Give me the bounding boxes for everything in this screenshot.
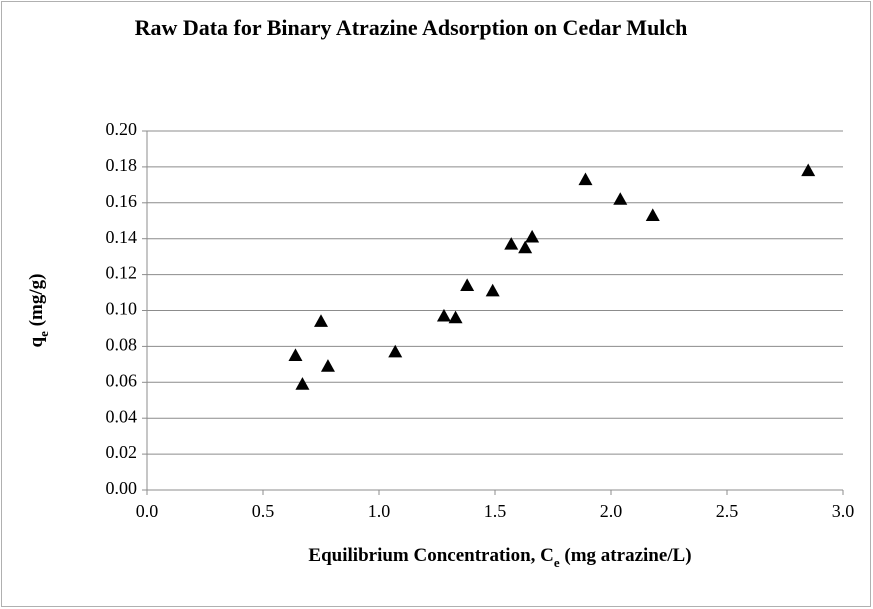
point [320, 359, 335, 372]
point [645, 208, 660, 221]
x-tick-label: 0.5 [252, 501, 275, 521]
point [388, 344, 403, 358]
y-axis-label-part: e [36, 331, 51, 337]
x-axis-label-part: e [554, 555, 560, 570]
y-tick-label: 0.08 [106, 335, 138, 355]
x-tick-label: 1.0 [368, 501, 391, 521]
y-tick-label: 0.10 [106, 299, 138, 319]
point [504, 237, 519, 250]
y-tick-label: 0.06 [106, 370, 138, 390]
x-tick-label: 0.0 [136, 501, 159, 521]
x-tick-label: 1.5 [484, 501, 507, 521]
x-axis-label: Equilibrium Concentration, Ce (mg atrazi… [308, 545, 691, 570]
y-axis-label-part: q [26, 336, 47, 347]
point [518, 240, 533, 254]
point [288, 348, 303, 361]
point [295, 377, 310, 390]
y-tick-label: 0.14 [106, 227, 138, 247]
x-tick-label: 2.5 [716, 501, 739, 521]
point [460, 278, 475, 291]
x-tick-label: 3.0 [832, 501, 855, 521]
y-axis-label-part: (mg/g) [26, 274, 47, 332]
y-tick-label: 0.12 [106, 263, 138, 283]
y-tick-label: 0.18 [106, 155, 138, 175]
point [436, 308, 451, 322]
y-tick-label: 0.00 [106, 478, 138, 498]
point [448, 310, 463, 324]
point [578, 172, 593, 186]
x-tick-label: 2.0 [600, 501, 623, 521]
x-axis-label-part: (mg atrazine/L) [560, 545, 692, 566]
y-tick-label: 0.16 [106, 191, 138, 211]
point [801, 163, 816, 177]
y-tick-label: 0.02 [106, 442, 138, 462]
y-tick-label: 0.20 [106, 119, 138, 139]
y-tick-label: 0.04 [106, 406, 138, 426]
point [613, 192, 628, 205]
x-axis-label-part: Equilibrium Concentration, C [308, 545, 553, 566]
point [485, 283, 500, 297]
point [314, 314, 328, 327]
y-axis-label: qe (mg/g) [26, 274, 51, 348]
point [525, 229, 540, 243]
chart-title: Raw Data for Binary Atrazine Adsorption … [134, 15, 688, 40]
